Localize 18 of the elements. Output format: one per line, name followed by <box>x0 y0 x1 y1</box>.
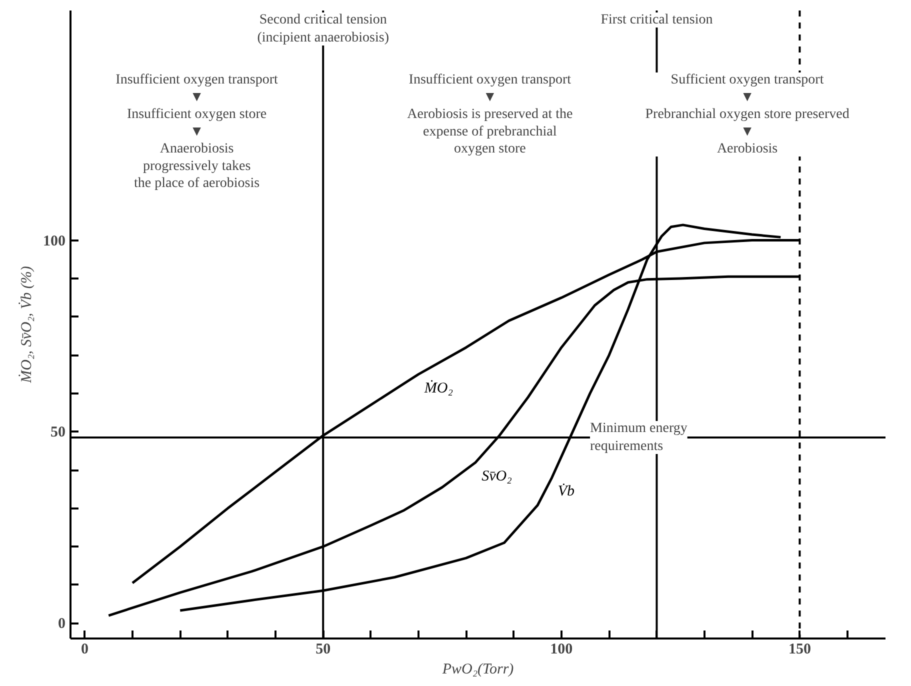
y-tick-label: 0 <box>58 616 66 632</box>
x-tick-label: 100 <box>550 642 573 658</box>
y-tick-label: 50 <box>50 424 66 441</box>
ref-line-label: Second critical tension (incipient anaerobiosis) <box>257 12 390 46</box>
y-tick-label: 100 <box>43 233 66 250</box>
series-label: V̇b <box>558 483 576 500</box>
series-label: Sv̄O₂ <box>482 468 512 484</box>
annotation: Insufficient oxygen transport ▼ Insufficient oxygen store ▼ Anaerobiosis progressively takes the place of aerobiosis <box>116 72 278 191</box>
ref-line-label: First critical tension <box>600 12 713 28</box>
annotation: Sufficient oxygen transport ▼ Prebranchial oxygen store preserved ▼ Aerobiosis <box>645 72 850 156</box>
annotation: Insufficient oxygen transport ▼ Aerobiosis is preserved at the expense of prebranchial oxygen store <box>407 72 573 156</box>
x-tick-label: 50 <box>316 642 331 658</box>
series-label: ṀO₂ <box>423 379 453 396</box>
x-axis-title: PwO₂(Torr) <box>441 662 514 678</box>
x-tick-label: 150 <box>788 642 811 658</box>
x-tick-label: 0 <box>81 642 89 658</box>
y-axis-title: ṀO₂, Sv̄O₂, V̇b (%) <box>18 266 35 384</box>
ref-line-label: Minimum energy requirements <box>590 420 688 454</box>
